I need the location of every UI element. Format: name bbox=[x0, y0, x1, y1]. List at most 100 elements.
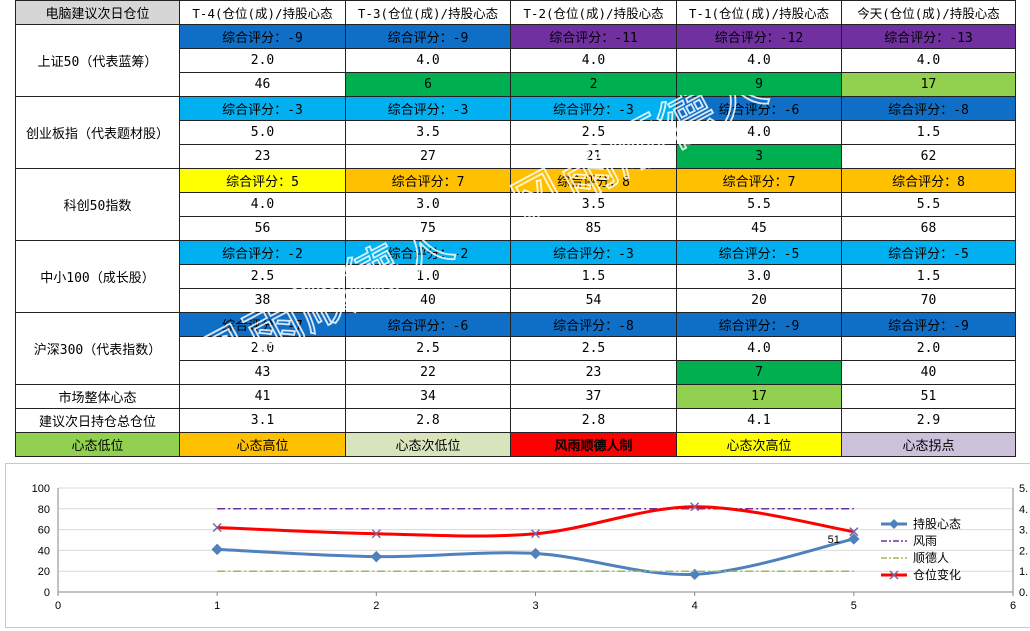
score-cell[interactable]: 综合评分：-3 bbox=[510, 96, 677, 121]
position-cell[interactable]: 2.5 bbox=[179, 264, 346, 289]
score-cell[interactable]: 综合评分：-3 bbox=[179, 96, 346, 121]
y-tick-label: 100 bbox=[32, 483, 50, 495]
score-cell[interactable]: 综合评分：-6 bbox=[345, 312, 511, 337]
score-cell[interactable]: 综合评分：-12 bbox=[676, 24, 842, 49]
position-cell[interactable]: 4.0 bbox=[676, 48, 842, 73]
market-cell[interactable]: 34 bbox=[345, 384, 511, 409]
mood-cell[interactable]: 3 bbox=[676, 144, 842, 169]
market-cell[interactable]: 17 bbox=[676, 384, 842, 409]
mood-cell[interactable]: 6 bbox=[345, 72, 511, 97]
score-cell[interactable]: 综合评分：-5 bbox=[676, 240, 842, 265]
score-cell[interactable]: 综合评分：7 bbox=[345, 168, 511, 193]
chart-panel[interactable]: 0 20 40 60 80 100 0. 1. 2. 3. 4. 5. 0 1 2 3 4 5 6 51 持股心态 风雨顺… bbox=[5, 463, 1030, 628]
position-cell[interactable]: 4.0 bbox=[676, 120, 842, 145]
position-cell[interactable]: 4.0 bbox=[841, 48, 1016, 73]
mood-cell[interactable]: 54 bbox=[510, 288, 677, 313]
score-cell[interactable]: 综合评分：-11 bbox=[510, 24, 677, 49]
y2-tick-label: 2. bbox=[1019, 545, 1028, 557]
mood-cell[interactable]: 20 bbox=[676, 288, 842, 313]
position-cell[interactable]: 2.0 bbox=[179, 48, 346, 73]
mood-cell[interactable]: 62 bbox=[841, 144, 1016, 169]
score-cell[interactable]: 综合评分：8 bbox=[510, 168, 677, 193]
score-cell[interactable]: 综合评分：-9 bbox=[841, 312, 1016, 337]
position-cell[interactable]: 4.0 bbox=[345, 48, 511, 73]
position-cell[interactable]: 3.5 bbox=[510, 192, 677, 217]
position-cell[interactable]: 4.0 bbox=[676, 336, 842, 361]
mood-cell[interactable]: 22 bbox=[345, 360, 511, 385]
position-cell[interactable]: 3.5 bbox=[345, 120, 511, 145]
x-tick-label: 2 bbox=[373, 600, 379, 612]
mood-cell[interactable]: 40 bbox=[841, 360, 1016, 385]
table-row: 科创50指数 综合评分：5 综合评分：7 综合评分：8 综合评分：7 综合评分：8 bbox=[15, 168, 1016, 241]
position-cell[interactable]: 4.0 bbox=[510, 48, 677, 73]
score-cell[interactable]: 综合评分：-3 bbox=[510, 240, 677, 265]
score-cell[interactable]: 综合评分：-8 bbox=[841, 96, 1016, 121]
mood-cell[interactable]: 68 bbox=[841, 216, 1016, 241]
index-label: 沪深300（代表指数） bbox=[15, 312, 180, 385]
mood-cell[interactable]: 70 bbox=[841, 288, 1016, 313]
position-cell[interactable]: 2.0 bbox=[841, 336, 1016, 361]
score-cell[interactable]: 综合评分：-13 bbox=[841, 24, 1016, 49]
mood-cell[interactable]: 43 bbox=[179, 360, 346, 385]
score-cell[interactable]: 综合评分：-6 bbox=[676, 96, 842, 121]
market-cell[interactable]: 37 bbox=[510, 384, 677, 409]
mood-cell[interactable]: 75 bbox=[345, 216, 511, 241]
position-cell[interactable]: 2.0 bbox=[179, 336, 346, 361]
score-cell[interactable]: 综合评分：-2 bbox=[345, 240, 511, 265]
position-cell[interactable]: 1.5 bbox=[841, 120, 1016, 145]
score-cell[interactable]: 综合评分：-9 bbox=[179, 24, 346, 49]
suggest-cell[interactable]: 2.8 bbox=[510, 408, 677, 433]
mood-cell[interactable]: 23 bbox=[510, 360, 677, 385]
table-row: 沪深300（代表指数） 综合评分：-7 综合评分：-6 综合评分：-8 综合评分：-9 综… bbox=[15, 312, 1016, 385]
score-cell[interactable]: 综合评分：-3 bbox=[345, 96, 511, 121]
mood-cell[interactable]: 23 bbox=[179, 144, 346, 169]
y-tick-label: 20 bbox=[38, 566, 50, 578]
mood-cell[interactable]: 38 bbox=[179, 288, 346, 313]
mood-cell[interactable]: 21 bbox=[510, 144, 677, 169]
position-cell[interactable]: 5.5 bbox=[841, 192, 1016, 217]
score-cell[interactable]: 综合评分：-5 bbox=[841, 240, 1016, 265]
mood-cell[interactable]: 46 bbox=[179, 72, 346, 97]
market-cell[interactable]: 41 bbox=[179, 384, 346, 409]
suggest-cell[interactable]: 4.1 bbox=[676, 408, 842, 433]
position-cell[interactable]: 3.0 bbox=[345, 192, 511, 217]
suggest-cell[interactable]: 2.9 bbox=[841, 408, 1016, 433]
score-cell[interactable]: 综合评分：5 bbox=[179, 168, 346, 193]
position-cell[interactable]: 2.5 bbox=[510, 120, 677, 145]
score-cell[interactable]: 综合评分：-8 bbox=[510, 312, 677, 337]
mood-cell[interactable]: 9 bbox=[676, 72, 842, 97]
position-cell[interactable]: 3.0 bbox=[676, 264, 842, 289]
legend-cell: 心态拐点 bbox=[841, 432, 1016, 457]
suggest-cell[interactable]: 2.8 bbox=[345, 408, 511, 433]
score-cell[interactable]: 综合评分：-9 bbox=[345, 24, 511, 49]
legend-cell: 风雨顺德人制 bbox=[510, 432, 677, 457]
mood-cell[interactable]: 27 bbox=[345, 144, 511, 169]
market-cell[interactable]: 51 bbox=[841, 384, 1016, 409]
mood-cell[interactable]: 56 bbox=[179, 216, 346, 241]
position-cell[interactable]: 5.0 bbox=[179, 120, 346, 145]
position-cell[interactable]: 1.5 bbox=[841, 264, 1016, 289]
mood-cell[interactable]: 2 bbox=[510, 72, 677, 97]
score-cell[interactable]: 综合评分：8 bbox=[841, 168, 1016, 193]
mood-cell[interactable]: 7 bbox=[676, 360, 842, 385]
position-cell[interactable]: 4.0 bbox=[179, 192, 346, 217]
position-cell[interactable]: 5.5 bbox=[676, 192, 842, 217]
legend-row: 心态低位 心态高位 心态次低位 风雨顺德人制 心态次高位 心态拐点 bbox=[15, 432, 1016, 457]
mood-cell[interactable]: 45 bbox=[676, 216, 842, 241]
score-cell[interactable]: 综合评分：-7 bbox=[179, 312, 346, 337]
score-cell[interactable]: 综合评分：-2 bbox=[179, 240, 346, 265]
score-cell[interactable]: 综合评分：7 bbox=[676, 168, 842, 193]
line-chart: 0 20 40 60 80 100 0. 1. 2. 3. 4. 5. 0 1 2 3 4 5 6 51 持股心态风雨顺… bbox=[32, 483, 1029, 612]
column-header: 今天(仓位(成)/持股心态 bbox=[841, 0, 1016, 25]
score-cell[interactable]: 综合评分：-9 bbox=[676, 312, 842, 337]
legend-cell: 心态高位 bbox=[179, 432, 346, 457]
position-cell[interactable]: 2.5 bbox=[345, 336, 511, 361]
position-cell[interactable]: 2.5 bbox=[510, 336, 677, 361]
mood-cell[interactable]: 17 bbox=[841, 72, 1016, 97]
mood-cell[interactable]: 40 bbox=[345, 288, 511, 313]
position-cell[interactable]: 1.5 bbox=[510, 264, 677, 289]
table-row: 2.0 2.5 2.5 4.0 2.0 bbox=[16, 336, 1016, 361]
mood-cell[interactable]: 85 bbox=[510, 216, 677, 241]
position-cell[interactable]: 1.0 bbox=[345, 264, 511, 289]
suggest-cell[interactable]: 3.1 bbox=[179, 408, 346, 433]
